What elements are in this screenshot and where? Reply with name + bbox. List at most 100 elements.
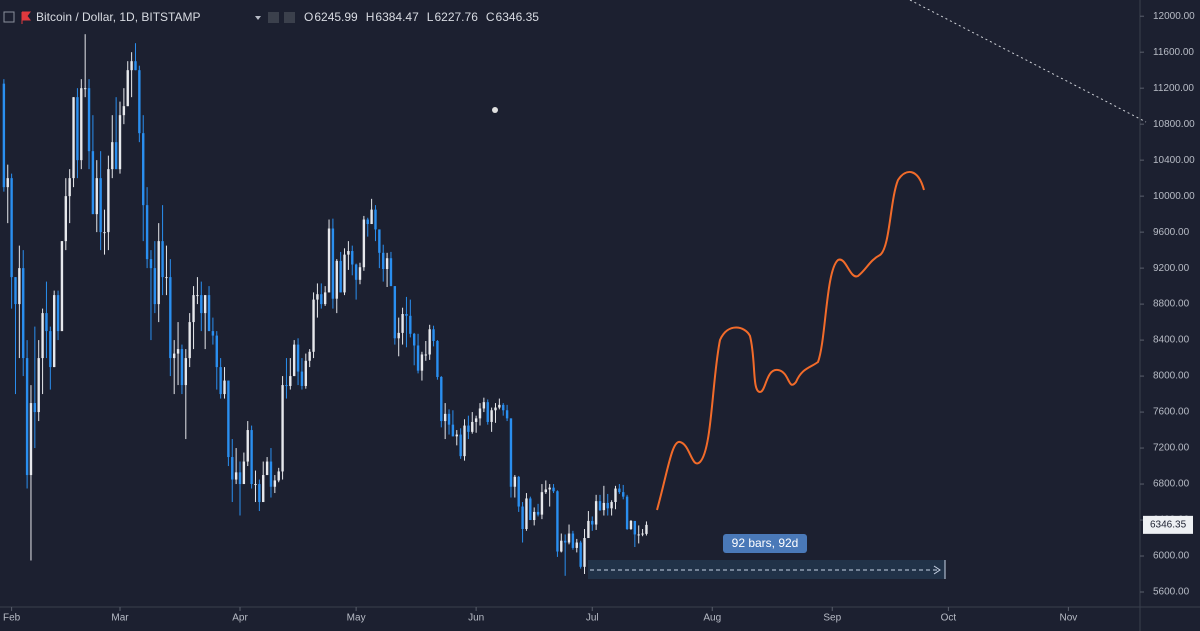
candle-body — [362, 219, 366, 268]
marker-dot[interactable] — [492, 107, 498, 113]
candle-body — [203, 295, 207, 314]
candle-body — [49, 331, 52, 368]
candle-body — [471, 421, 474, 432]
candle-body — [87, 88, 91, 152]
candle-body — [91, 151, 95, 215]
x-tick-label: Jun — [468, 613, 484, 624]
x-tick-label: Mar — [111, 613, 129, 624]
candle-body — [358, 267, 362, 280]
candle-body — [447, 413, 451, 425]
candle-body — [563, 540, 567, 543]
candle-body — [111, 142, 114, 170]
candle-body — [320, 294, 323, 305]
x-tick-label: Feb — [3, 613, 21, 624]
candle-body — [351, 251, 354, 265]
y-tick-label: 10800.00 — [1153, 119, 1195, 130]
y-tick-label: 5600.00 — [1153, 587, 1190, 598]
y-tick-label: 10400.00 — [1153, 155, 1195, 166]
candle-body — [529, 498, 532, 521]
candle-body — [45, 313, 48, 332]
candle-body — [37, 358, 40, 413]
candle-body — [347, 251, 350, 255]
ohlc-value: 6384.47 — [375, 10, 419, 24]
candle-body — [560, 540, 563, 552]
candle-body — [478, 408, 482, 419]
toggle-icon[interactable] — [3, 11, 15, 23]
candle-body — [467, 425, 470, 432]
candle-body — [397, 332, 400, 339]
x-tick-label: Jul — [586, 613, 599, 624]
flag-icon[interactable] — [21, 11, 31, 24]
ohlc-key: L — [427, 10, 434, 24]
candle-body — [134, 61, 137, 71]
candle-body — [602, 502, 606, 511]
candle-body — [246, 430, 249, 462]
candle-body — [517, 476, 520, 507]
candle-body — [76, 97, 79, 161]
candle-body — [227, 380, 230, 458]
candle-body — [428, 329, 431, 355]
ohlc-key: H — [366, 10, 375, 24]
candle-body — [575, 542, 578, 548]
symbol-title[interactable]: Bitcoin / Dollar, 1D, BITSTAMP — [36, 10, 201, 24]
candle-body — [641, 533, 644, 535]
candle-body — [142, 133, 145, 206]
candle-body — [498, 404, 501, 408]
x-tick-label: Aug — [703, 613, 721, 624]
candle-body — [312, 299, 315, 352]
candle-body — [25, 358, 29, 476]
candle-body — [2, 83, 6, 188]
settings-icon[interactable] — [268, 12, 279, 23]
candle-body — [215, 335, 218, 368]
axes: 5600.006000.006400.006800.007200.007600.… — [3, 11, 1195, 624]
measure-label-box — [723, 534, 807, 553]
candle-body — [308, 351, 311, 361]
candle-body — [401, 313, 404, 333]
candle-body — [618, 488, 621, 493]
candle-body — [122, 106, 126, 116]
candle-body — [161, 241, 164, 278]
candle-body — [490, 410, 493, 422]
candle-body — [556, 491, 559, 552]
candle-body — [200, 295, 203, 314]
candle-body — [285, 385, 288, 387]
candle-body — [552, 487, 555, 492]
dropdown-icon[interactable] — [255, 16, 261, 20]
y-tick-label: 7600.00 — [1153, 407, 1190, 418]
candle-body — [250, 430, 253, 485]
y-tick-label: 12000.00 — [1153, 11, 1195, 22]
candle-body — [64, 196, 68, 242]
candle-body — [587, 520, 590, 539]
candle-body — [532, 511, 536, 521]
candle-body — [56, 295, 60, 332]
candle-body — [610, 502, 613, 509]
candle-body — [502, 404, 505, 411]
last-price-label: 6346.35 — [1150, 519, 1187, 530]
candle-body — [614, 488, 617, 503]
trend-line[interactable] — [909, 0, 1147, 123]
candle-body — [304, 360, 308, 386]
y-tick-label: 8000.00 — [1153, 371, 1190, 382]
candle-body — [130, 61, 133, 71]
candle-body — [180, 349, 184, 386]
candle-body — [316, 294, 319, 300]
candle-body — [231, 457, 234, 480]
candle-body — [378, 229, 381, 253]
candle-body — [211, 331, 215, 336]
candles — [2, 34, 648, 576]
ohlc-key: O — [304, 10, 313, 24]
hide-icon[interactable] — [284, 12, 295, 23]
measure-label: 92 bars, 92d — [732, 536, 799, 550]
candle-body — [567, 533, 571, 543]
projection-curve[interactable] — [656, 171, 925, 511]
candle-body — [6, 178, 9, 188]
y-tick-label: 10000.00 — [1153, 191, 1195, 202]
candle-body — [289, 376, 292, 386]
candle-body — [385, 258, 389, 270]
candle-body — [107, 169, 110, 233]
candle-body — [273, 480, 277, 487]
candle-body — [72, 97, 75, 179]
candle-body — [432, 329, 435, 341]
